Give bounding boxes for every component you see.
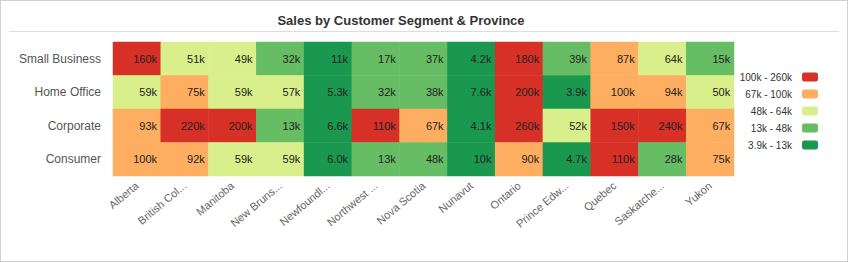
svg-text:32k: 32k — [283, 53, 301, 65]
svg-text:67k: 67k — [713, 120, 731, 132]
svg-text:5.3k: 5.3k — [327, 86, 348, 98]
svg-text:4.7k: 4.7k — [566, 153, 587, 165]
svg-text:93k: 93k — [139, 120, 157, 132]
svg-text:Nova Scotia: Nova Scotia — [374, 179, 428, 227]
svg-text:32k: 32k — [378, 86, 396, 98]
svg-text:180k: 180k — [515, 53, 539, 65]
svg-text:Quebec: Quebec — [581, 179, 619, 213]
svg-text:48k: 48k — [426, 153, 444, 165]
svg-text:51k: 51k — [187, 53, 205, 65]
svg-text:13k: 13k — [283, 120, 301, 132]
svg-text:Prince Edw...: Prince Edw... — [514, 179, 571, 229]
svg-text:Northwest ...: Northwest ... — [325, 179, 380, 228]
svg-text:11k: 11k — [331, 53, 348, 65]
svg-text:200k: 200k — [515, 86, 539, 98]
svg-text:New Bruns...: New Bruns... — [228, 179, 284, 229]
svg-text:13k - 48k: 13k - 48k — [751, 123, 793, 134]
svg-text:94k: 94k — [665, 86, 683, 98]
svg-text:200k: 200k — [229, 120, 253, 132]
svg-text:57k: 57k — [283, 86, 301, 98]
svg-text:75k: 75k — [713, 153, 731, 165]
svg-text:Saskatche...: Saskatche... — [612, 179, 666, 227]
svg-text:39k: 39k — [569, 53, 587, 65]
svg-text:67k: 67k — [426, 120, 444, 132]
svg-text:110k: 110k — [612, 153, 636, 165]
svg-text:7.6k: 7.6k — [471, 86, 492, 98]
svg-text:220k: 220k — [181, 120, 205, 132]
svg-text:240k: 240k — [659, 120, 683, 132]
svg-text:59k: 59k — [283, 153, 301, 165]
svg-text:100k: 100k — [133, 153, 157, 165]
svg-text:3.9k - 13k: 3.9k - 13k — [748, 140, 793, 151]
svg-text:50k: 50k — [713, 86, 731, 98]
svg-text:Yukon: Yukon — [683, 179, 714, 208]
svg-text:17k: 17k — [378, 53, 396, 65]
svg-text:British Col...: British Col... — [135, 179, 188, 226]
svg-text:4.1k: 4.1k — [471, 120, 492, 132]
svg-text:4.2k: 4.2k — [471, 53, 492, 65]
svg-text:Corporate: Corporate — [48, 119, 102, 133]
svg-text:Home Office: Home Office — [35, 85, 102, 99]
svg-text:87k: 87k — [617, 53, 635, 65]
svg-text:100k - 260k: 100k - 260k — [740, 72, 793, 83]
svg-text:49k: 49k — [235, 53, 253, 65]
svg-text:Ontario: Ontario — [488, 179, 523, 211]
svg-text:90k: 90k — [521, 153, 539, 165]
svg-text:Alberta: Alberta — [106, 179, 141, 211]
svg-text:59k: 59k — [139, 86, 157, 98]
svg-text:100k: 100k — [611, 86, 635, 98]
svg-text:260k: 260k — [515, 120, 539, 132]
svg-text:150k: 150k — [611, 120, 635, 132]
svg-text:52k: 52k — [569, 120, 587, 132]
svg-text:92k: 92k — [187, 153, 205, 165]
svg-text:75k: 75k — [187, 86, 205, 98]
svg-text:6.6k: 6.6k — [327, 120, 348, 132]
svg-text:64k: 64k — [665, 53, 683, 65]
svg-text:67k - 100k: 67k - 100k — [745, 89, 793, 100]
svg-text:59k: 59k — [235, 86, 253, 98]
svg-text:Sales by Customer Segment & Pr: Sales by Customer Segment & Province — [277, 13, 524, 28]
svg-text:Manitoba: Manitoba — [194, 179, 237, 218]
svg-text:Nunavut: Nunavut — [436, 179, 475, 215]
svg-text:160k: 160k — [133, 53, 157, 65]
svg-text:15k: 15k — [713, 53, 731, 65]
svg-text:6.0k: 6.0k — [327, 153, 348, 165]
svg-text:48k - 64k: 48k - 64k — [751, 106, 793, 117]
svg-text:Newfoundl...: Newfoundl... — [277, 179, 332, 228]
svg-text:3.9k: 3.9k — [566, 86, 587, 98]
svg-text:13k: 13k — [378, 153, 396, 165]
svg-text:59k: 59k — [235, 153, 253, 165]
svg-text:10k: 10k — [474, 153, 492, 165]
svg-text:Small Business: Small Business — [19, 52, 101, 66]
svg-text:38k: 38k — [426, 86, 444, 98]
svg-text:28k: 28k — [665, 153, 683, 165]
svg-text:37k: 37k — [426, 53, 444, 65]
svg-text:110k: 110k — [373, 120, 397, 132]
svg-text:Consumer: Consumer — [46, 152, 101, 166]
